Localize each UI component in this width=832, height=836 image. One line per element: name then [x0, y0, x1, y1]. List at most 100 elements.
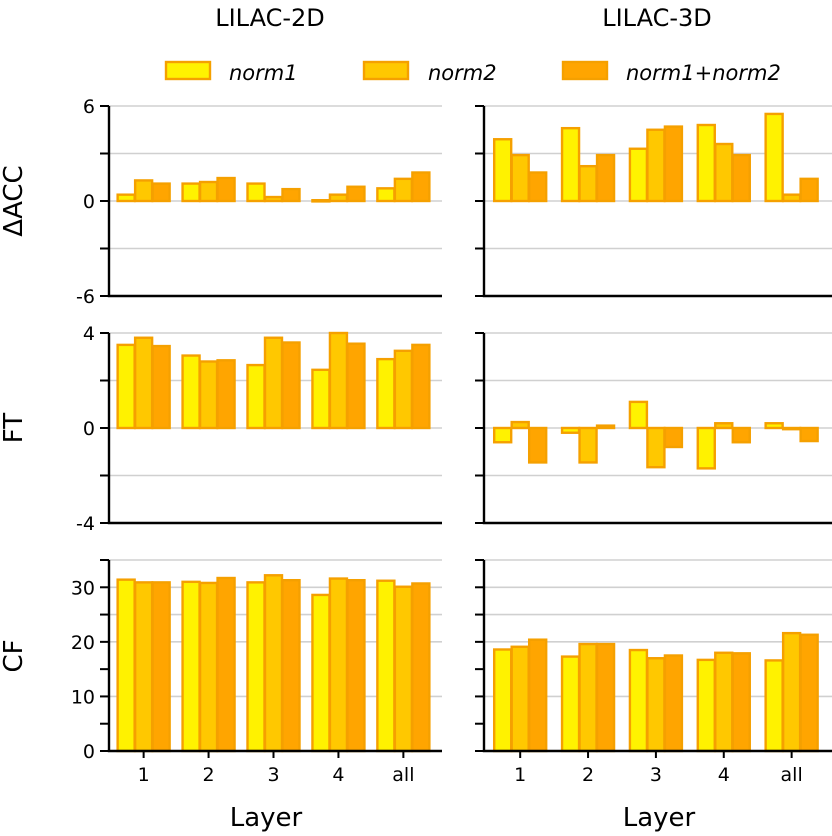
bar-norm1-plus-norm2-2 [595, 424, 616, 430]
x-axis-title-left: Layer [230, 803, 303, 833]
bar-norm1-1 [116, 578, 136, 753]
y-tick-label: -6 [76, 286, 95, 308]
bar-norm2-4 [714, 142, 734, 203]
bar-norm1-2 [181, 182, 201, 203]
bar-norm2-2 [198, 360, 219, 430]
bar-norm1-plus-norm2-all [799, 177, 819, 203]
panel-ft-lilac-3d [475, 332, 832, 525]
bar-norm2-4 [328, 577, 349, 753]
bar-norm1-plus-norm2-1 [527, 426, 548, 464]
bar-norm2-2 [578, 164, 598, 203]
bar-norm2-2 [198, 180, 219, 203]
bar-norm1-plus-norm2-4 [731, 426, 751, 444]
x-tick-label: 3 [650, 764, 662, 786]
bar-norm1-plus-norm2-2 [595, 642, 616, 753]
bar-norm1-plus-norm2-4 [346, 578, 366, 753]
bar-norm2-3 [263, 195, 284, 203]
bar-norm1-plus-norm2-4 [346, 342, 366, 430]
bar-norm1-4 [311, 199, 331, 203]
bar-norm1-plus-norm2-all [411, 343, 431, 430]
bar-norm1-1 [116, 193, 136, 203]
column-title-right: LILAC-3D [602, 4, 712, 32]
bar-norm1-3 [246, 581, 266, 753]
row-label-ft: FT [0, 413, 29, 443]
legend-label-norm1: norm1 [229, 61, 298, 85]
bar-norm2-all [393, 349, 414, 430]
x-tick-label: all [392, 764, 414, 786]
bar-norm1-plus-norm2-2 [216, 359, 236, 430]
panel-ft-lilac-2d: -4 0 4 [76, 323, 442, 535]
bar-norm1-plus-norm2-3 [663, 654, 684, 753]
x-tick-label: 3 [267, 764, 279, 786]
row-label-cf: CF [0, 639, 29, 672]
bar-norm1-3 [628, 147, 649, 203]
bar-norm2-3 [646, 426, 666, 469]
panel-acc-lilac-3d [475, 105, 832, 298]
bar-norm2-2 [578, 642, 598, 753]
x-tick-label: all [781, 764, 803, 786]
bar-norm1-1 [116, 343, 136, 430]
bar-norm2-all [781, 193, 802, 203]
bar-norm1-2 [181, 580, 201, 753]
bar-norm1-plus-norm2-1 [527, 638, 548, 753]
bar-norm1-plus-norm2-3 [281, 578, 301, 753]
row-labels: ΔACC FT CF [0, 165, 29, 672]
column-titles: LILAC-2D LILAC-3D [215, 4, 712, 32]
bar-norm1-4 [696, 658, 716, 753]
bar-norm1-plus-norm2-3 [663, 125, 684, 203]
bar-norm2-1 [133, 336, 154, 430]
y-tick-label: -4 [76, 513, 95, 535]
row-label-delta-acc: ΔACC [0, 165, 29, 236]
bar-norm1-3 [628, 400, 649, 430]
bar-norm1-plus-norm2-3 [663, 426, 684, 449]
y-tick-label: 0 [83, 191, 95, 213]
bar-norm1-1 [492, 138, 513, 203]
bar-norm2-all [781, 631, 802, 753]
legend-swatch-norm1 [164, 60, 212, 81]
panel-acc-lilac-2d: -6 0 6 [76, 96, 442, 308]
x-tick-label: 2 [582, 764, 594, 786]
y-tick-label: 30 [71, 577, 95, 599]
bar-norm1-plus-norm2-all [411, 171, 431, 203]
bar-norm1-plus-norm2-4 [346, 185, 366, 203]
x-tick-label: 2 [203, 764, 215, 786]
bar-norm2-4 [328, 331, 349, 430]
legend-swatch-norm2 [362, 60, 410, 81]
panel-cf-lilac-3d: 1 2 3 4 all [475, 559, 832, 786]
panels: -6 0 6 -4 0 4 0 10 20 30 1 2 3 4 all 1 2 3 4 all [71, 96, 832, 786]
bar-norm2-4 [328, 193, 349, 203]
legend: norm1 norm2 norm1+norm2 [164, 60, 781, 85]
bar-norm1-plus-norm2-3 [281, 187, 301, 203]
bar-norm1-plus-norm2-all [799, 426, 819, 443]
bar-norm1-4 [311, 368, 331, 430]
y-tick-label: 0 [83, 418, 95, 440]
bar-norm1-all [764, 659, 784, 753]
x-axis-titles: Layer Layer [230, 803, 696, 833]
y-tick-label: 10 [71, 686, 95, 708]
bar-norm1-3 [246, 182, 266, 203]
x-tick-label: 4 [718, 764, 730, 786]
bar-norm2-1 [510, 420, 530, 430]
x-tick-label: 1 [138, 764, 150, 786]
legend-label-norm2: norm2 [428, 61, 497, 85]
bar-norm2-3 [263, 574, 284, 753]
column-title-left: LILAC-2D [215, 4, 325, 32]
bar-norm2-2 [198, 581, 219, 753]
y-tick-label: 0 [83, 741, 95, 763]
bar-norm1-plus-norm2-2 [216, 176, 236, 203]
bar-norm2-3 [646, 657, 666, 753]
legend-label-norm1-norm2: norm1+norm2 [626, 61, 781, 85]
x-tick-label: 4 [332, 764, 344, 786]
bar-norm1-plus-norm2-all [799, 633, 819, 753]
bar-norm1-4 [311, 593, 331, 753]
bar-norm1-plus-norm2-1 [151, 581, 171, 753]
y-tick-label: 4 [83, 323, 95, 345]
bar-norm1-all [376, 357, 396, 430]
bar-norm1-all [376, 579, 396, 753]
bar-norm2-2 [578, 426, 598, 464]
bar-norm2-all [393, 585, 414, 753]
bar-norm1-plus-norm2-1 [527, 171, 548, 203]
bar-norm1-plus-norm2-2 [216, 576, 236, 753]
y-tick-label: 6 [83, 96, 95, 118]
